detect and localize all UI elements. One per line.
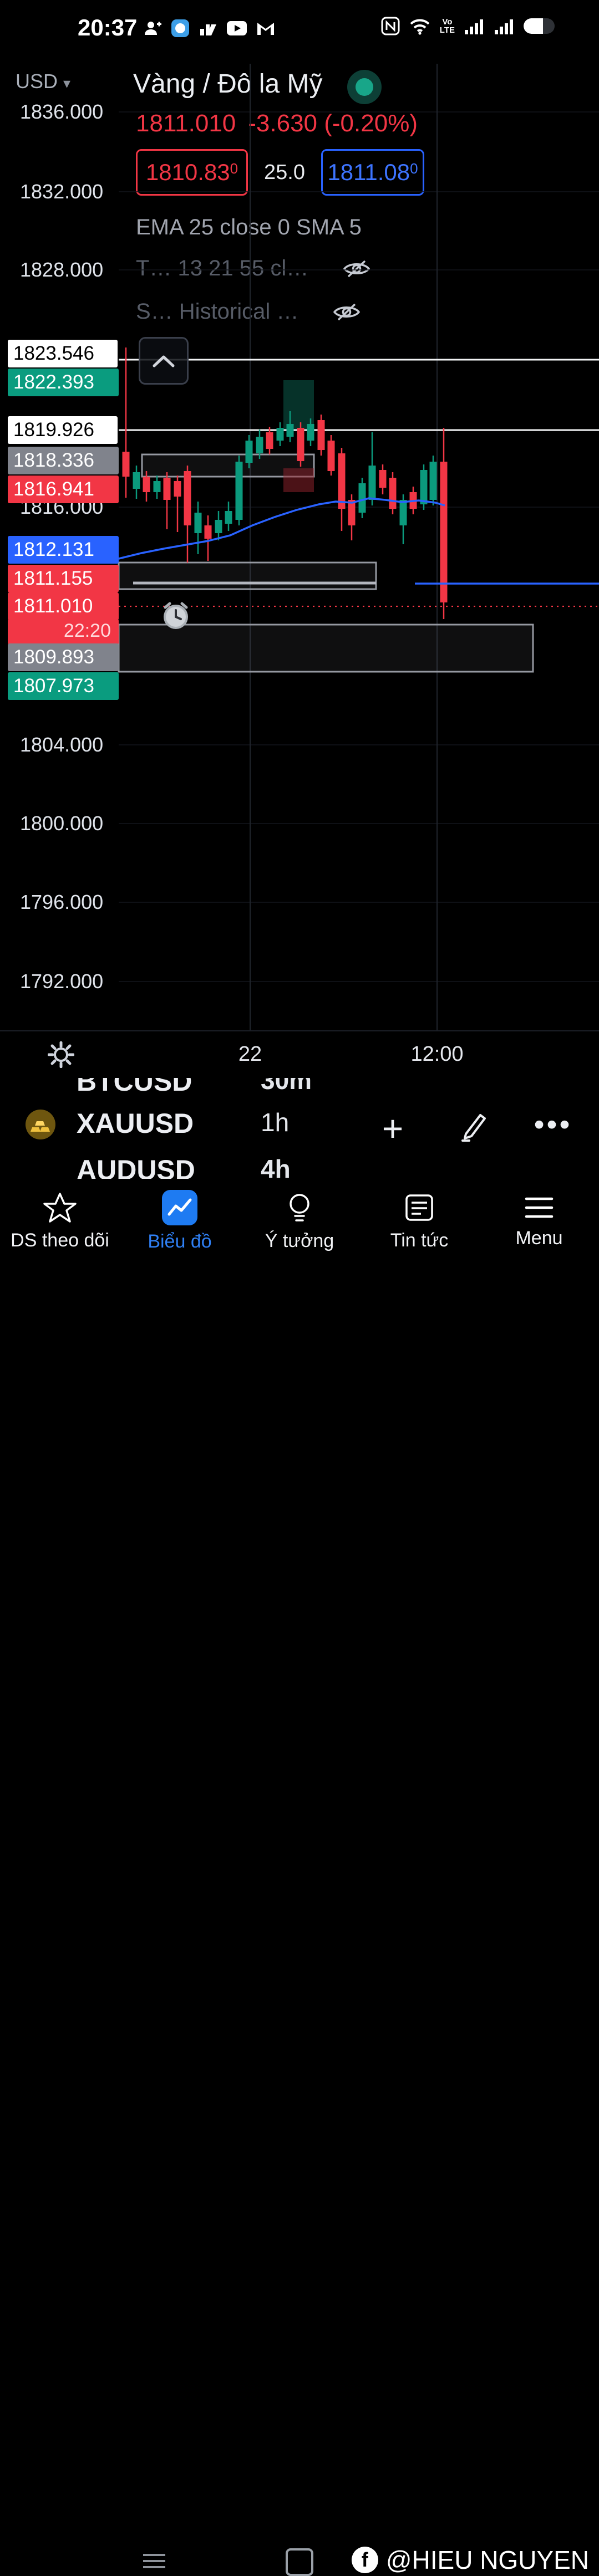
nav-watchlist[interactable]: DS theo dõi bbox=[0, 1179, 120, 1264]
messenger-icon bbox=[171, 19, 189, 37]
eye-off-icon[interactable] bbox=[342, 258, 372, 280]
active-timeframe[interactable]: 1h bbox=[261, 1108, 290, 1137]
indicator-row-t[interactable]: T… 13 21 55 cl… bbox=[136, 256, 372, 281]
price-tag: 1807.973 bbox=[8, 672, 119, 700]
battery-icon bbox=[524, 18, 555, 34]
y-axis-label: 1792.000 bbox=[20, 970, 104, 993]
y-axis-label: 1836.000 bbox=[20, 100, 104, 123]
price-tag: 1811.155 bbox=[8, 565, 119, 592]
nav-chart[interactable]: Biểu đồ bbox=[120, 1179, 240, 1264]
y-axis-label: 1828.000 bbox=[20, 258, 104, 281]
youtube-icon bbox=[227, 21, 247, 35]
alert-clock-icon[interactable] bbox=[160, 600, 192, 632]
spread-value: 25.0 bbox=[264, 160, 305, 184]
sell-button[interactable]: 1810.83 0 bbox=[136, 149, 248, 196]
bottom-navigation: DS theo dõi Biểu đồ Ý tưởng Tin tức Menu bbox=[0, 1179, 599, 1264]
nav-news[interactable]: Tin tức bbox=[359, 1179, 479, 1264]
system-navigation-bar: f @HIEU NGUYEN bbox=[0, 1264, 599, 2576]
timeframe-label: 4h bbox=[261, 1154, 291, 1183]
y-axis-label: 1800.000 bbox=[20, 812, 104, 835]
nav-menu[interactable]: Menu bbox=[479, 1179, 599, 1264]
market-status-indicator bbox=[347, 70, 382, 104]
candlestick-chart[interactable] bbox=[0, 0, 599, 1031]
y-axis-label: 1796.000 bbox=[20, 891, 104, 913]
draw-tool-icon[interactable] bbox=[456, 1107, 493, 1144]
facebook-icon: f bbox=[351, 2547, 378, 2573]
price-tag: 1818.336 bbox=[8, 447, 119, 474]
price-tag: 1819.926 bbox=[8, 416, 118, 444]
system-back-icon[interactable] bbox=[140, 2551, 169, 2570]
currency-selector[interactable]: USD ▾ bbox=[16, 70, 71, 93]
news-icon bbox=[405, 1194, 433, 1221]
price-tag: 1812.131 bbox=[8, 536, 119, 564]
watchlist-row-current[interactable]: XAUUSD 1h + ••• bbox=[0, 1107, 599, 1149]
signal-icon-2 bbox=[495, 19, 513, 34]
price-tag: 1816.941 bbox=[8, 476, 119, 503]
buy-button[interactable]: 1811.08 0 bbox=[321, 149, 424, 196]
x-axis-label: 22 bbox=[238, 1042, 262, 1066]
add-icon[interactable]: + bbox=[382, 1108, 404, 1149]
price-axis[interactable]: 1836.000 1832.000 1828.000 1816.000 1804.000… bbox=[0, 0, 122, 1031]
person-add-icon bbox=[145, 22, 161, 35]
watermark: f @HIEU NGUYEN bbox=[351, 2545, 589, 2575]
lightbulb-icon bbox=[290, 1194, 309, 1221]
last-price: 1811.010 bbox=[136, 110, 236, 137]
symbol-title[interactable]: Vàng / Đô la Mỹ bbox=[133, 69, 323, 99]
price-tag: 1809.893 bbox=[8, 643, 119, 671]
nav-ideas[interactable]: Ý tưởng bbox=[240, 1179, 359, 1264]
star-icon bbox=[43, 1193, 77, 1223]
time-axis[interactable]: 22 12:00 bbox=[0, 1030, 599, 1078]
signal-icon bbox=[465, 19, 483, 34]
gmail-icon bbox=[257, 23, 274, 35]
price-tag: 1823.546 bbox=[8, 340, 118, 367]
x-axis-label: 12:00 bbox=[410, 1042, 464, 1066]
more-options-icon[interactable]: ••• bbox=[534, 1108, 572, 1141]
wifi-icon bbox=[410, 19, 430, 35]
collapse-panel-button[interactable] bbox=[139, 337, 189, 385]
gear-icon[interactable] bbox=[48, 1041, 74, 1068]
chevron-up-icon bbox=[153, 355, 175, 367]
price-tag: 1811.010 bbox=[8, 592, 119, 620]
y-axis-label: 1832.000 bbox=[20, 180, 104, 203]
indicator-ema[interactable]: EMA 25 close 0 SMA 5 bbox=[136, 215, 362, 239]
indicator-row-s[interactable]: S… Historical … bbox=[136, 299, 362, 324]
price-tag: 22:20 bbox=[8, 619, 119, 645]
active-symbol[interactable]: XAUUSD bbox=[77, 1108, 194, 1139]
tradingview-icon bbox=[200, 24, 216, 35]
hamburger-icon bbox=[525, 1197, 554, 1218]
eye-off-icon[interactable] bbox=[332, 301, 362, 323]
last-price-row: 1811.010 -3.630 (-0.20%) bbox=[136, 110, 418, 137]
chevron-down-icon: ▾ bbox=[63, 75, 71, 91]
price-tag: 1822.393 bbox=[8, 369, 119, 396]
price-change: -3.630 (-0.20%) bbox=[248, 110, 418, 137]
status-bar: 20:37 Vo LTE bbox=[0, 0, 599, 58]
clock: 20:37 bbox=[78, 14, 138, 40]
system-home-icon[interactable] bbox=[286, 2548, 313, 2576]
indicator-t-label: T… 13 21 55 cl… bbox=[136, 256, 309, 280]
volte-label: Vo LTE bbox=[439, 17, 455, 35]
gold-icon bbox=[26, 1110, 55, 1139]
indicator-s-label: S… Historical … bbox=[136, 299, 299, 324]
chart-icon bbox=[162, 1190, 197, 1225]
y-axis-label: 1804.000 bbox=[20, 733, 104, 756]
nfc-icon bbox=[381, 17, 400, 35]
